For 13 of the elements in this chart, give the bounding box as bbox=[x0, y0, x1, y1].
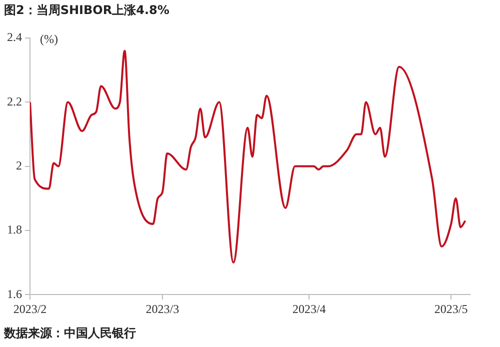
y-tick-label: 2.4 bbox=[7, 30, 22, 44]
y-tick-label: 1.8 bbox=[7, 222, 22, 237]
y-tick-label: 1.6 bbox=[7, 286, 22, 301]
x-tick-label: 2023/4 bbox=[292, 302, 326, 316]
y-axis-title: (%) bbox=[40, 32, 58, 46]
x-tick-label: 2023/3 bbox=[146, 302, 180, 316]
source-note: 数据来源：中国人民银行 bbox=[4, 325, 136, 342]
chart-title: 图2：当周SHIBOR上涨4.8% bbox=[4, 2, 170, 19]
line-series bbox=[30, 50, 466, 264]
x-tick-label: 2023/5 bbox=[434, 302, 468, 316]
x-tick-label: 2023/2 bbox=[13, 302, 47, 316]
y-tick-label: 2 bbox=[16, 158, 22, 172]
y-tick-label: 2.2 bbox=[7, 94, 22, 108]
